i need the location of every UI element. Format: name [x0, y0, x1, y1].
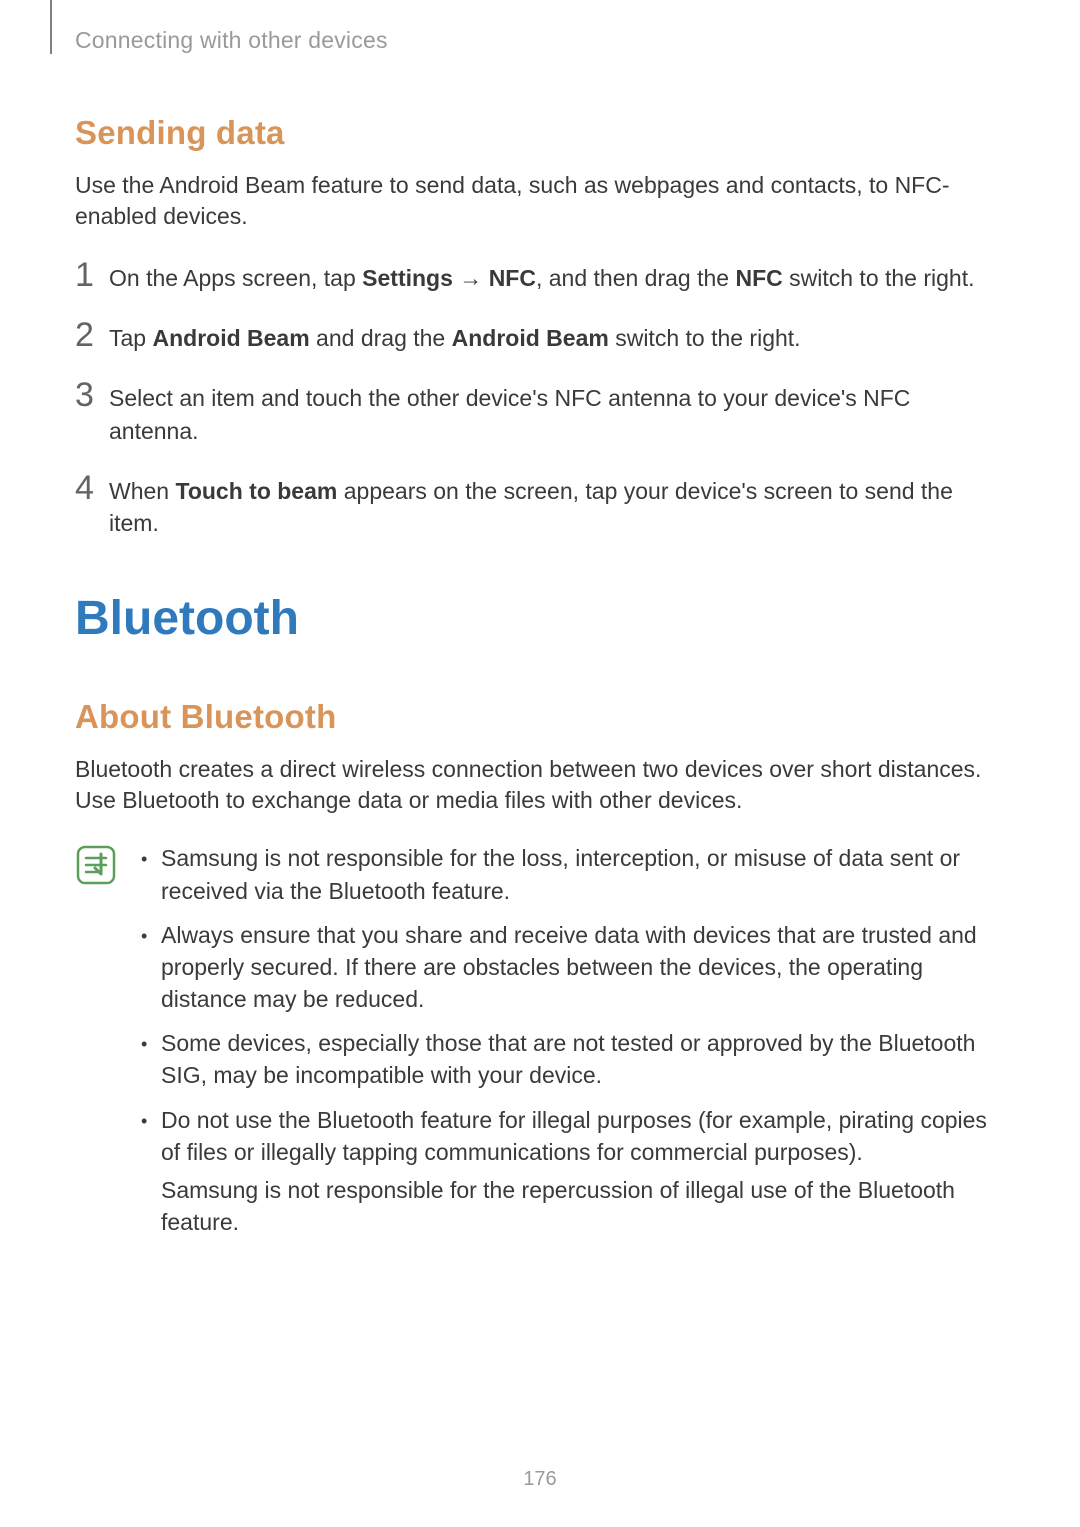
heading-about-bluetooth: About Bluetooth [75, 698, 1005, 736]
step-text: Select an item and touch the other devic… [109, 382, 1005, 446]
info-block: Samsung is not responsible for the loss,… [75, 842, 1005, 1250]
step-text: On the Apps screen, tap Settings → NFC, … [109, 262, 975, 294]
bullet-extra-text: Samsung is not responsible for the reper… [161, 1174, 995, 1238]
heading-sending-data: Sending data [75, 114, 1005, 152]
breadcrumb: Connecting with other devices [75, 0, 1005, 54]
info-bullets: Samsung is not responsible for the loss,… [141, 842, 1005, 1250]
steps-list: 1 On the Apps screen, tap Settings → NFC… [75, 258, 1005, 539]
bullet-dot-icon [141, 919, 161, 1016]
header-tick [50, 0, 52, 54]
bullet-text: Some devices, especially those that are … [161, 1027, 995, 1091]
bullet-dot-icon [141, 1027, 161, 1091]
intro-sending-data: Use the Android Beam feature to send dat… [75, 170, 1005, 232]
bullet-text: Samsung is not responsible for the loss,… [161, 842, 995, 906]
page: Connecting with other devices Sending da… [0, 0, 1080, 1527]
step-number: 2 [75, 318, 109, 352]
step-number: 4 [75, 471, 109, 505]
bullet-item: Always ensure that you share and receive… [141, 919, 995, 1016]
step-item: 1 On the Apps screen, tap Settings → NFC… [75, 258, 1005, 294]
step-item: 4 When Touch to beam appears on the scre… [75, 471, 1005, 539]
step-text: When Touch to beam appears on the screen… [109, 475, 1005, 539]
bullet-text: Always ensure that you share and receive… [161, 919, 995, 1016]
step-item: 3 Select an item and touch the other dev… [75, 378, 1005, 446]
note-icon [75, 844, 117, 886]
step-item: 2 Tap Android Beam and drag the Android … [75, 318, 1005, 354]
step-number: 1 [75, 258, 109, 292]
page-number: 176 [0, 1468, 1080, 1491]
step-number: 3 [75, 378, 109, 412]
bullet-item: Some devices, especially those that are … [141, 1027, 995, 1091]
step-text: Tap Android Beam and drag the Android Be… [109, 322, 801, 354]
bullet-item: Do not use the Bluetooth feature for ill… [141, 1104, 995, 1239]
bullet-item: Samsung is not responsible for the loss,… [141, 842, 995, 906]
bullet-dot-icon [141, 1104, 161, 1239]
bullet-dot-icon [141, 842, 161, 906]
bullet-text: Do not use the Bluetooth feature for ill… [161, 1104, 995, 1239]
heading-bluetooth: Bluetooth [75, 591, 1005, 646]
intro-about-bluetooth: Bluetooth creates a direct wireless conn… [75, 754, 1005, 816]
